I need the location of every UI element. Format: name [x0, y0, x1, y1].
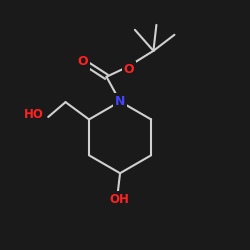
Text: N: N [115, 95, 125, 108]
Text: OH: OH [109, 193, 129, 206]
Text: O: O [77, 56, 88, 68]
Text: O: O [124, 63, 134, 76]
Text: HO: HO [24, 108, 44, 122]
